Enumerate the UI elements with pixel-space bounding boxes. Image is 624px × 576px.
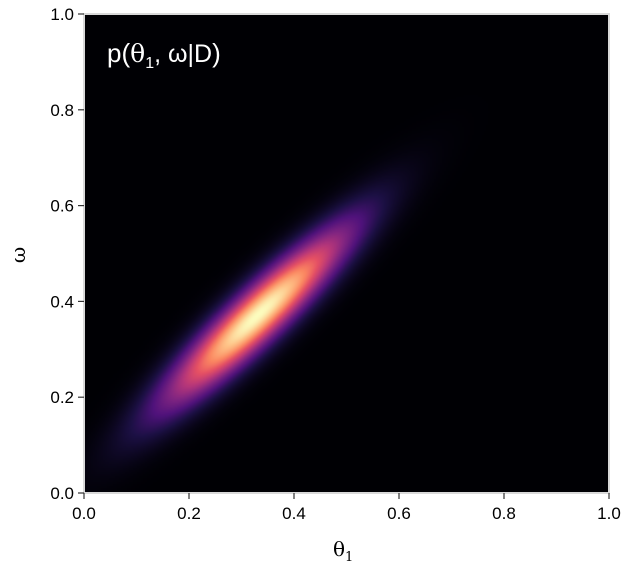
x-tick-label: 0.0 bbox=[72, 504, 96, 523]
y-tick-label: 0.4 bbox=[50, 292, 74, 311]
x-tick-label: 0.2 bbox=[177, 504, 201, 523]
x-axis-title: θ1 bbox=[333, 537, 353, 565]
y-tick-label: 1.0 bbox=[50, 5, 74, 24]
density-annotation: p(θ1, ω|D) bbox=[107, 38, 221, 72]
x-tick-label: 0.8 bbox=[492, 504, 516, 523]
y-axis-title: ω bbox=[6, 247, 30, 263]
x-tick-label: 1.0 bbox=[597, 504, 621, 523]
x-tick-label: 0.6 bbox=[387, 504, 411, 523]
y-tick-label: 0.6 bbox=[50, 197, 74, 216]
plot-frame bbox=[83, 13, 610, 494]
y-tick-label: 0.2 bbox=[50, 388, 74, 407]
density-heatmap bbox=[84, 14, 609, 493]
x-tick-label: 0.4 bbox=[282, 504, 306, 523]
y-axis-ticks: 0.0 0.2 0.4 0.6 0.8 1.0 bbox=[50, 5, 84, 503]
y-tick-label: 0.0 bbox=[50, 484, 74, 503]
y-tick-label: 0.8 bbox=[50, 101, 74, 120]
x-axis-ticks: 0.0 0.2 0.4 0.6 0.8 1.0 bbox=[72, 493, 621, 523]
